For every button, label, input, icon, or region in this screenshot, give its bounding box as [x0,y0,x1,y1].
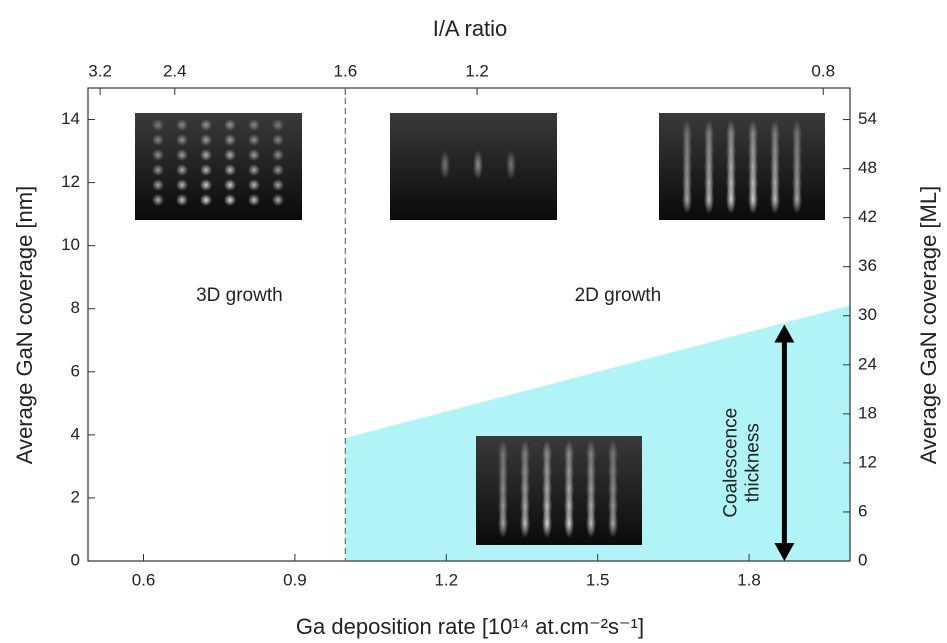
rheed-spot [152,194,164,206]
rheed-spot [506,150,516,180]
y2-tick-label: 48 [858,158,877,177]
rheed-spot [152,179,164,191]
rheed-spot [248,149,260,161]
annotation: 2D growth [575,285,662,306]
rheed-spot [473,150,483,180]
rheed-spot [200,149,212,161]
rheed-spot [608,508,618,538]
rheed-spot [272,164,284,176]
plot-frame [87,87,851,562]
rheed-spot [200,179,212,191]
y-tick-label: 2 [71,487,80,506]
y2-tick-label: 12 [858,452,877,471]
rheed-spot [176,194,188,206]
top-axis-title: I/A ratio [433,16,508,41]
rheed-spot [224,164,236,176]
rheed-spot [682,184,692,214]
y-tick-label: 14 [61,109,80,128]
rheed-spot [770,184,780,214]
rheed-spot [726,184,736,214]
x-tick-label: 0.9 [283,570,307,589]
area [345,305,850,561]
y2-tick-label: 42 [858,207,877,226]
x2-tick-label: 3.2 [88,61,112,80]
rheed-spot [248,194,260,206]
y2-tick-label: 24 [858,354,877,373]
x2-tick-label: 1.2 [465,61,489,80]
rheed-spot [176,179,188,191]
rheed-spot [224,119,236,131]
rheed-spot [272,149,284,161]
rheed-spot [704,184,714,214]
x2-tick-label: 0.8 [811,61,835,80]
arrow-head [774,543,795,561]
y-tick-label: 6 [71,361,80,380]
rheed-spot [440,150,450,180]
arrow-head [774,324,795,343]
rheed-spot [176,164,188,176]
rheed-spot [224,134,236,146]
rheed-spot [272,119,284,131]
rheed-spot [248,119,260,131]
rheed-spot [224,179,236,191]
y2-tick-label: 30 [858,305,877,324]
y2-tick-label: 18 [858,403,877,422]
y2-tick-label: 6 [858,501,867,520]
rheed-spot [200,194,212,206]
rheed-spot [542,508,552,538]
x2-tick-label: 2.4 [163,61,187,80]
y-axis-title: Average GaN coverage [nm] [12,186,37,464]
rheed-spot [224,149,236,161]
rheed-spot [564,508,574,538]
rheed-spot [176,134,188,146]
annotation: 3D growth [196,285,283,306]
y-tick-label: 8 [71,298,80,317]
x-tick-label: 1.8 [737,570,761,589]
y2-tick-label: 0 [858,550,867,569]
rheed-spot [200,164,212,176]
rheed-spot [248,134,260,146]
arrow-label: Coalescencethickness [720,408,763,518]
x-tick-label: 0.6 [132,570,156,589]
y2-tick-label: 36 [858,256,877,275]
rheed-spot [176,119,188,131]
x2-tick-label: 1.6 [334,61,358,80]
y-tick-label: 10 [61,235,80,254]
y-tick-label: 12 [61,172,80,191]
x-tick-label: 1.2 [434,570,458,589]
y-tick-label: 4 [71,424,80,443]
rheed-spot [152,164,164,176]
rheed-spot [272,194,284,206]
rheed-spot [224,194,236,206]
x-axis-title: Ga deposition rate [10¹⁴ at.cm⁻²s⁻¹] [296,614,644,639]
rheed-spot [272,134,284,146]
rheed-spot [152,119,164,131]
rheed-spot [792,184,802,214]
rheed-spot [200,134,212,146]
rheed-spot [200,119,212,131]
rheed-spot [272,179,284,191]
y2-tick-label: 54 [858,109,877,128]
rheed-insets [135,113,825,545]
y2-axis-title: Average GaN coverage [ML] [916,186,941,464]
rheed-spot [248,164,260,176]
x-tick-label: 1.5 [586,570,610,589]
rheed-spot [152,134,164,146]
rheed-spot [520,508,530,538]
rheed-spot [748,184,758,214]
rheed-spot [152,149,164,161]
rheed-spot [176,149,188,161]
y-tick-label: 0 [71,550,80,569]
rheed-spot [498,508,508,538]
rheed-spot [586,508,596,538]
rheed-spot [248,179,260,191]
